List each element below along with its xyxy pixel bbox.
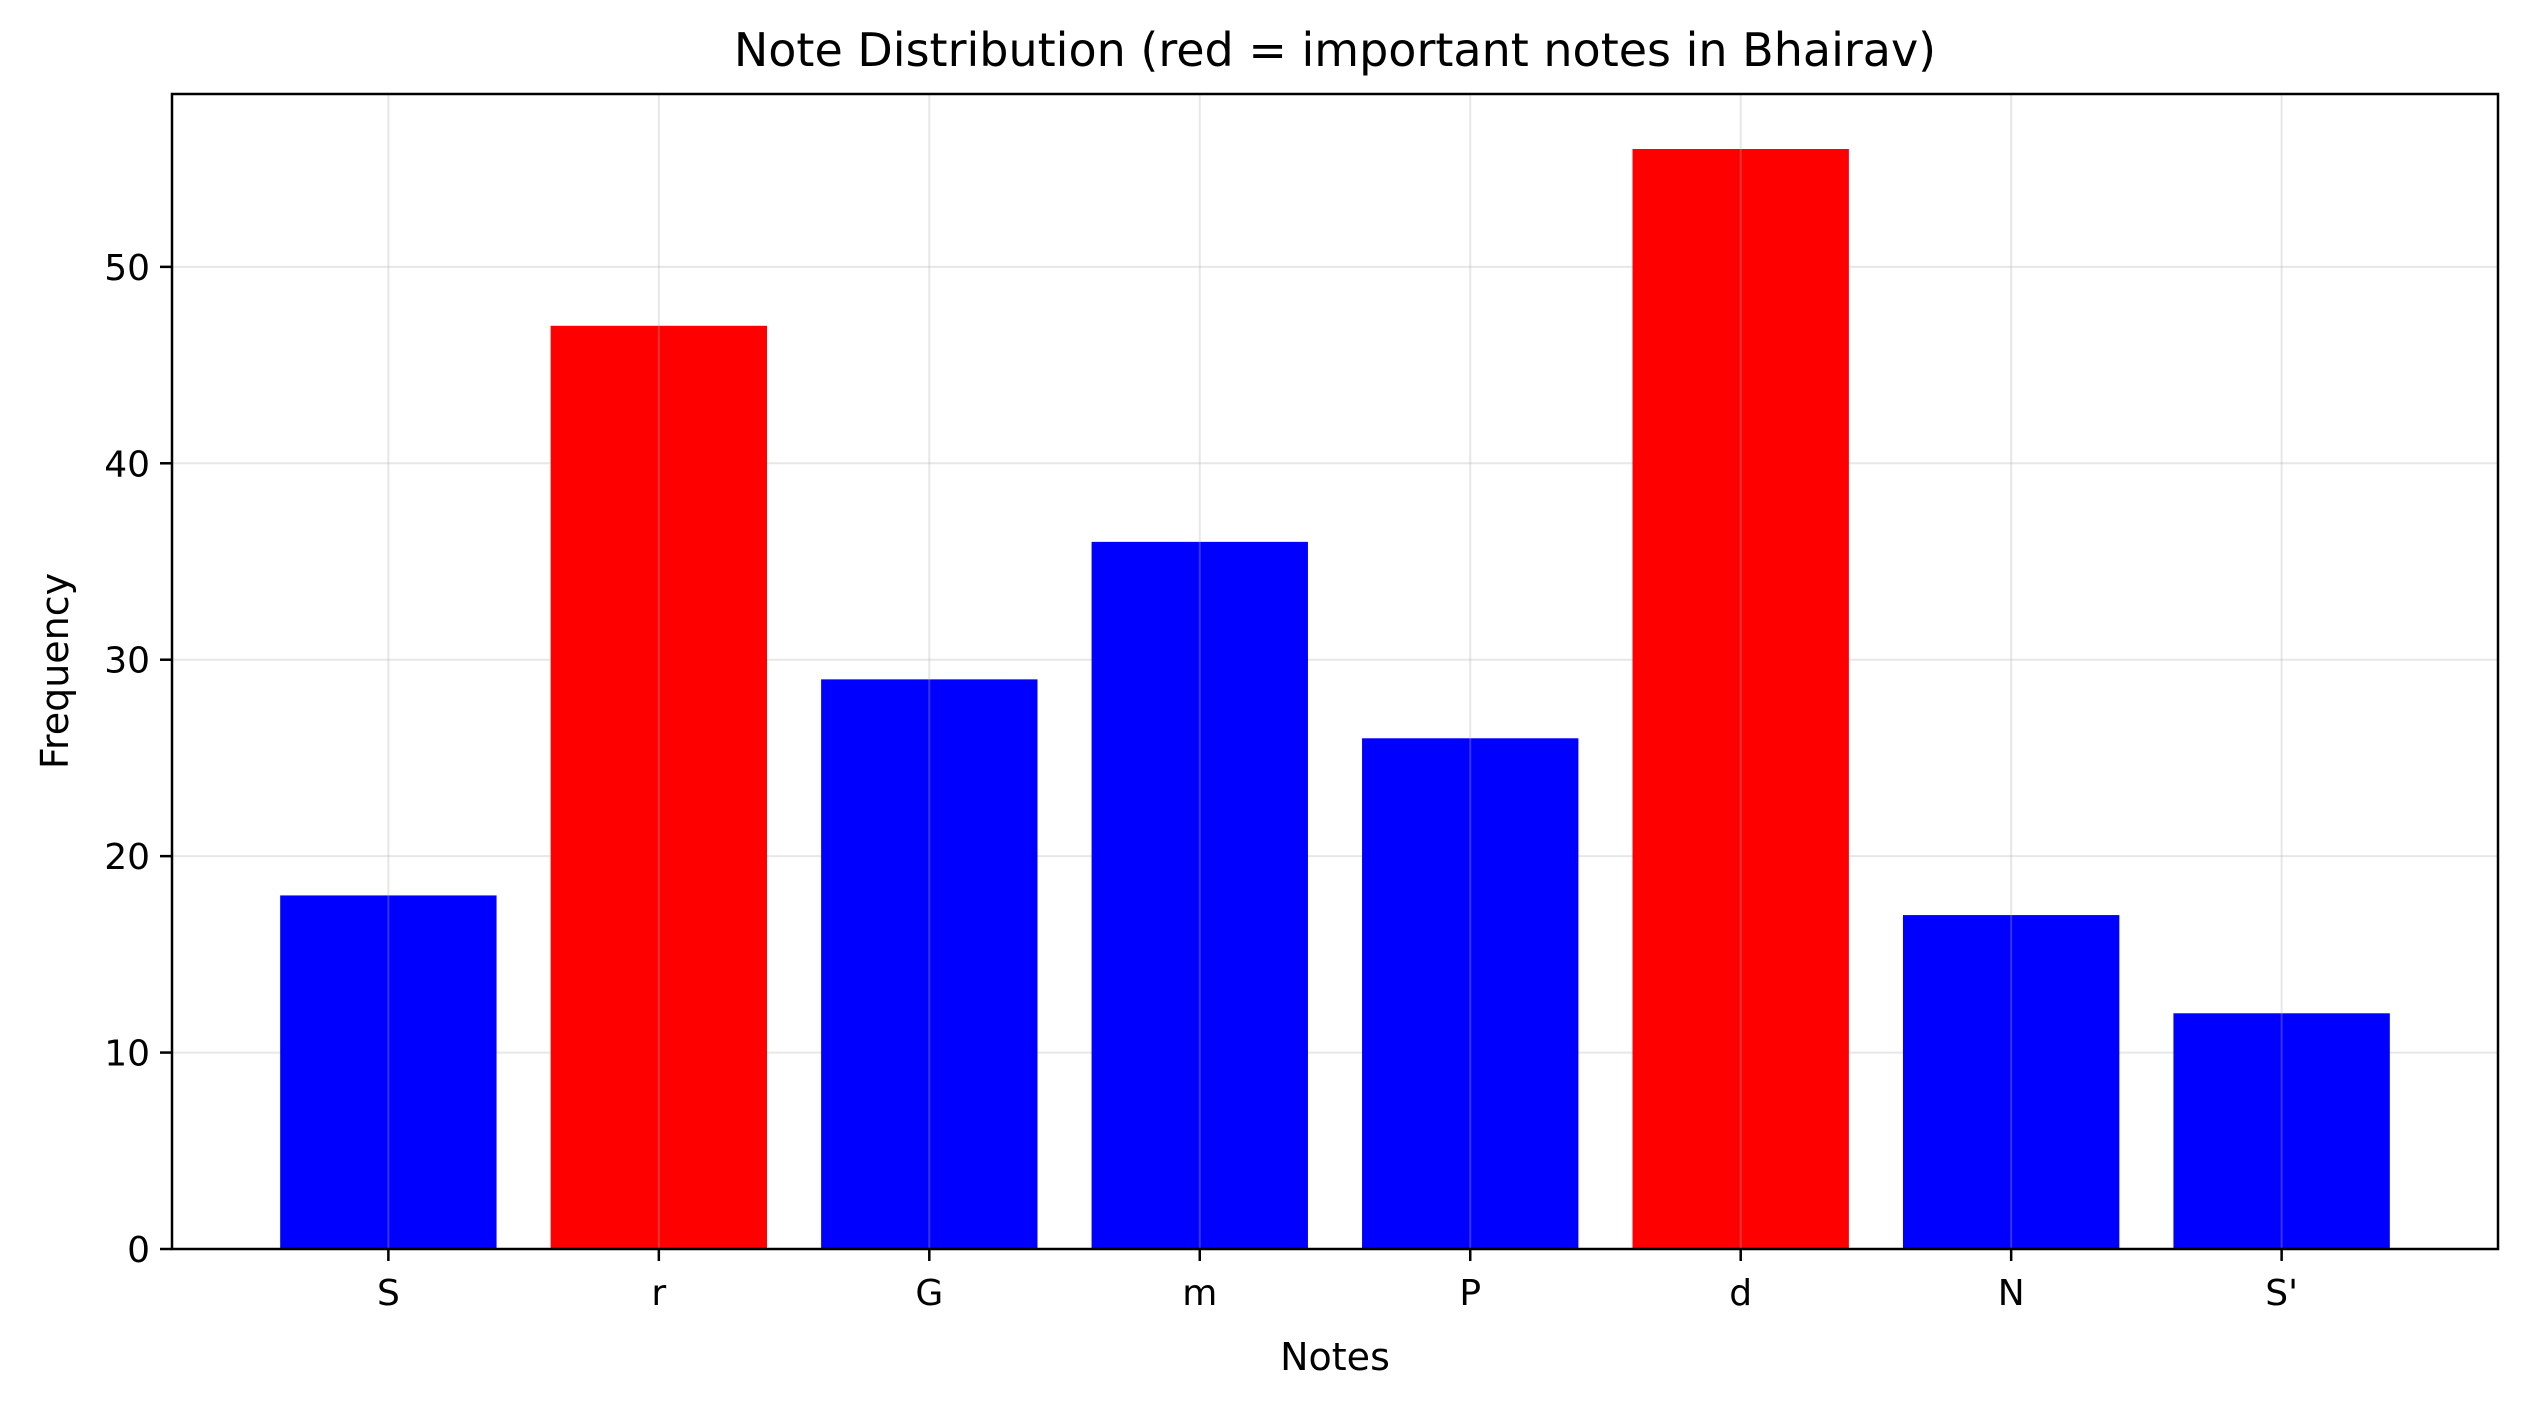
bar-G <box>821 679 1038 1249</box>
x-tick-label: d <box>1729 1273 1752 1314</box>
y-tick-label: 0 <box>127 1230 150 1271</box>
y-tick-label: 30 <box>104 641 150 682</box>
bar-S <box>280 895 497 1249</box>
x-tick-label: S <box>377 1273 400 1314</box>
bar-P <box>1362 738 1579 1249</box>
chart-title: Note Distribution (red = important notes… <box>734 23 1936 77</box>
y-tick-label: 10 <box>104 1034 150 1075</box>
vertical-grid-lines <box>387 94 2283 1249</box>
x-tick-label: m <box>1182 1273 1217 1314</box>
x-axis-label: Notes <box>1280 1335 1390 1379</box>
bar-d <box>1632 149 1849 1249</box>
y-axis-ticks: 0 10 20 30 40 50 <box>104 248 172 1271</box>
y-tick-label: 50 <box>104 248 150 289</box>
y-axis-label: Frequency <box>33 573 77 769</box>
y-tick-label: 40 <box>104 444 150 485</box>
bar-N <box>1902 915 2120 1249</box>
x-tick-label: N <box>1998 1273 2025 1314</box>
x-tick-label: G <box>915 1273 943 1314</box>
bar-m <box>1091 541 1308 1249</box>
x-tick-label: P <box>1459 1273 1481 1314</box>
plot-frame <box>170 92 2500 1251</box>
y-tick-label: 20 <box>104 837 150 878</box>
bars <box>280 149 2390 1249</box>
bar-S-prime <box>2173 1013 2390 1249</box>
x-tick-label: S' <box>2265 1273 2298 1314</box>
bar-r <box>550 325 768 1249</box>
x-tick-label: r <box>651 1273 666 1314</box>
